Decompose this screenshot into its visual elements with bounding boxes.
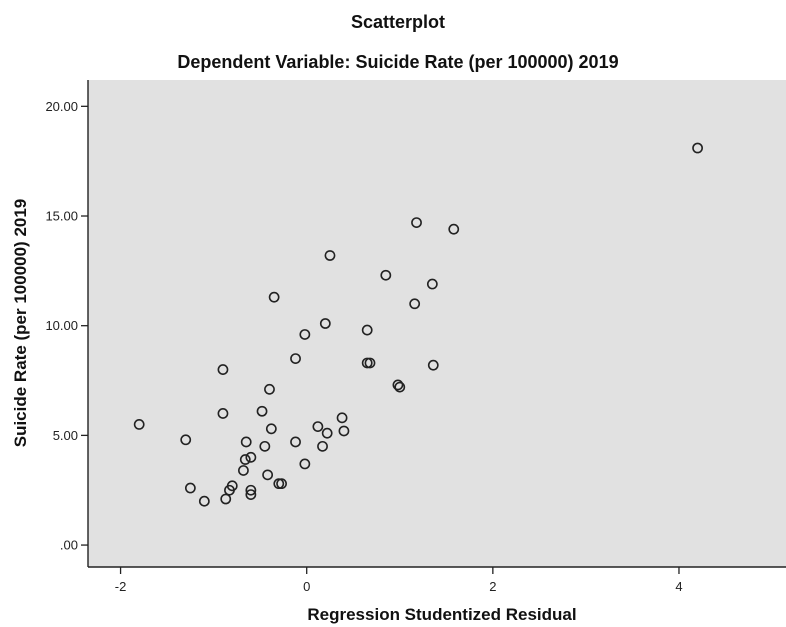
x-axis-ticks: -2 0 2 4	[115, 567, 683, 594]
y-axis-ticks: .00 5.00 10.00 15.00 20.00	[45, 99, 88, 553]
data-point	[259, 440, 271, 452]
data-point	[426, 278, 438, 290]
data-point	[180, 434, 192, 446]
data-point	[238, 465, 249, 476]
y-tick-label: 10.00	[45, 318, 78, 333]
data-point	[312, 421, 324, 433]
data-point	[321, 427, 333, 439]
data-point	[290, 436, 301, 448]
data-point	[392, 379, 404, 391]
y-tick-label: 20.00	[45, 99, 78, 114]
data-point	[245, 451, 257, 463]
x-tick-label: -2	[115, 579, 127, 594]
data-point	[290, 353, 301, 364]
data-point	[133, 419, 145, 430]
chart-title: Scatterplot	[351, 12, 445, 32]
data-point	[411, 217, 422, 228]
data-point	[427, 359, 439, 371]
data-point	[262, 469, 274, 481]
x-axis-title: Regression Studentized Residual	[307, 605, 576, 624]
data-point	[448, 223, 460, 235]
data-point	[224, 484, 235, 496]
data-point	[245, 484, 257, 496]
data-point	[409, 298, 421, 310]
data-point	[220, 493, 232, 505]
data-points	[133, 142, 703, 507]
data-point	[364, 357, 376, 369]
y-tick-label: .00	[60, 538, 78, 553]
x-tick-label: 4	[675, 579, 682, 594]
data-point	[265, 423, 277, 435]
data-point	[217, 364, 229, 375]
x-tick-label: 2	[489, 579, 496, 594]
data-point	[299, 458, 311, 470]
plot-area	[88, 80, 786, 567]
data-point	[217, 408, 229, 419]
data-point	[245, 489, 257, 501]
data-point	[276, 478, 287, 490]
data-point	[336, 412, 348, 424]
data-point	[317, 440, 328, 452]
data-point	[264, 383, 275, 395]
data-point	[184, 482, 196, 494]
data-point	[394, 381, 406, 393]
data-point	[319, 318, 331, 329]
data-point	[361, 324, 373, 336]
y-tick-label: 15.00	[45, 209, 78, 224]
chart-subtitle: Dependent Variable: Suicide Rate (per 10…	[177, 52, 618, 72]
data-point	[380, 269, 392, 281]
data-point	[324, 250, 336, 261]
data-point	[239, 454, 251, 465]
data-point	[692, 142, 703, 154]
data-point	[240, 436, 252, 448]
data-point	[256, 405, 268, 417]
data-point	[338, 425, 350, 437]
y-tick-label: 5.00	[53, 428, 78, 443]
y-axis-title: Suicide Rate (per 100000) 2019	[11, 199, 30, 448]
data-point	[198, 495, 210, 507]
data-point	[299, 329, 311, 340]
x-tick-label: 0	[303, 579, 310, 594]
data-point	[268, 291, 280, 303]
